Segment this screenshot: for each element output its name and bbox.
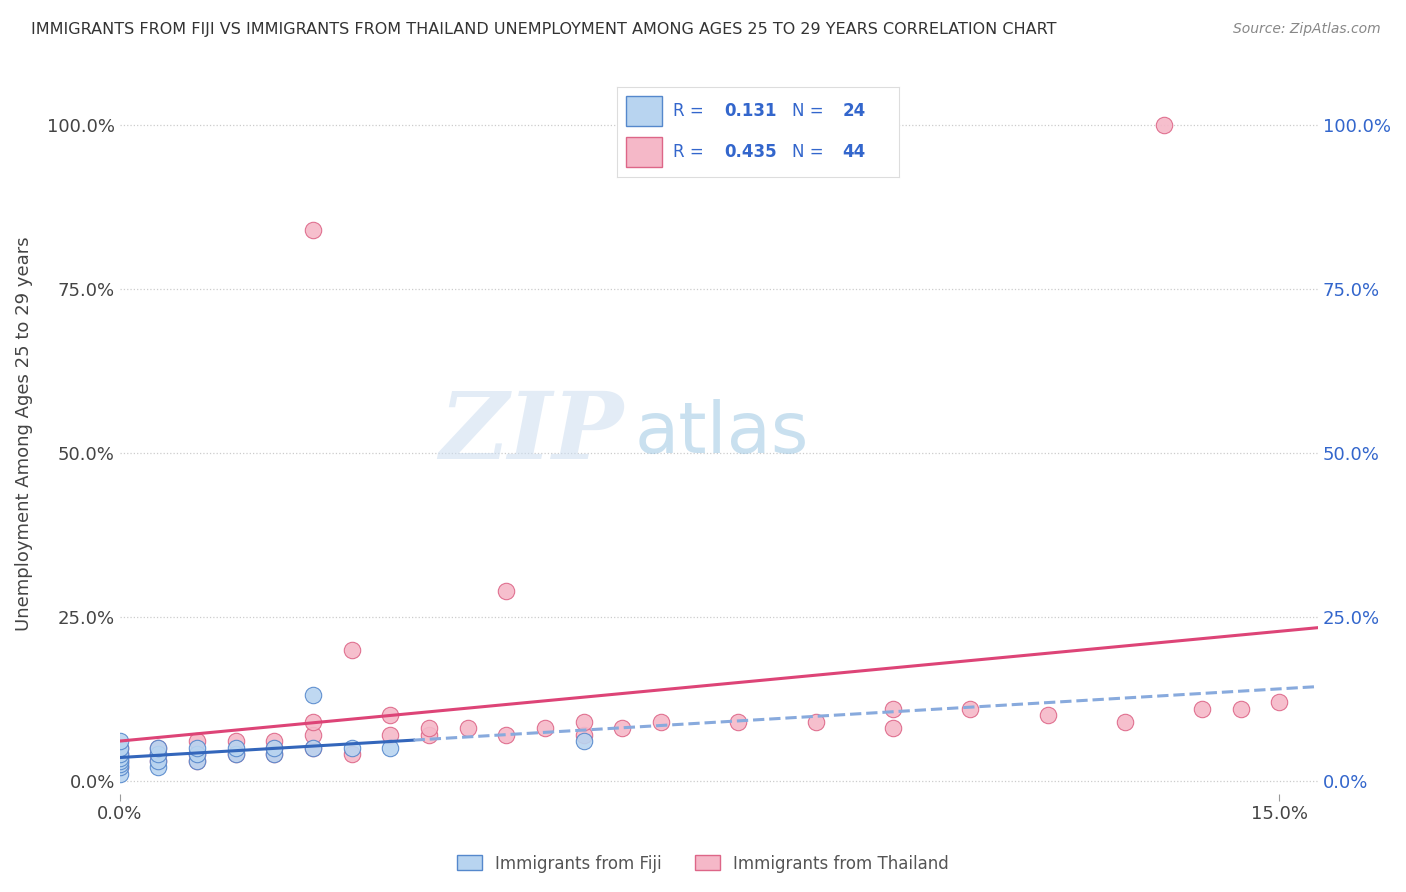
Point [1230, 701, 1253, 715]
Point [340, 747, 363, 762]
Point [380, 740, 402, 755]
Point [959, 701, 981, 715]
Point [186, 754, 208, 768]
Point [380, 728, 402, 742]
Point [1114, 714, 1136, 729]
Point [263, 734, 285, 748]
Point [186, 734, 208, 748]
Point [727, 714, 749, 729]
Point [148, 747, 170, 762]
Point [263, 747, 285, 762]
Point [340, 642, 363, 657]
Point [186, 754, 208, 768]
Point [418, 721, 440, 735]
Point [495, 728, 517, 742]
Point [148, 747, 170, 762]
Point [225, 747, 247, 762]
Point [263, 740, 285, 755]
Point [225, 734, 247, 748]
Point [1036, 708, 1059, 723]
Point [108, 747, 131, 762]
Point [457, 721, 479, 735]
Point [263, 740, 285, 755]
Y-axis label: Unemployment Among Ages 25 to 29 years: Unemployment Among Ages 25 to 29 years [15, 236, 32, 631]
Point [108, 760, 131, 774]
Text: IMMIGRANTS FROM FIJI VS IMMIGRANTS FROM THAILAND UNEMPLOYMENT AMONG AGES 25 TO 2: IMMIGRANTS FROM FIJI VS IMMIGRANTS FROM … [31, 22, 1056, 37]
Point [148, 754, 170, 768]
Point [572, 734, 595, 748]
Point [148, 760, 170, 774]
Text: atlas: atlas [636, 399, 810, 467]
Point [882, 701, 904, 715]
Point [302, 714, 325, 729]
Point [225, 740, 247, 755]
Point [302, 223, 325, 237]
Point [572, 714, 595, 729]
Point [108, 740, 131, 755]
Point [263, 747, 285, 762]
Point [650, 714, 672, 729]
Point [612, 721, 634, 735]
Point [108, 754, 131, 768]
Point [225, 747, 247, 762]
Point [148, 754, 170, 768]
Point [148, 740, 170, 755]
Point [340, 740, 363, 755]
Point [302, 689, 325, 703]
Point [108, 760, 131, 774]
Point [882, 721, 904, 735]
Point [108, 757, 131, 772]
Point [186, 747, 208, 762]
Point [1191, 701, 1213, 715]
Point [108, 734, 131, 748]
Point [148, 740, 170, 755]
Point [418, 728, 440, 742]
Point [534, 721, 557, 735]
Point [302, 728, 325, 742]
Point [1153, 119, 1175, 133]
Point [186, 740, 208, 755]
Legend: Immigrants from Fiji, Immigrants from Thailand: Immigrants from Fiji, Immigrants from Th… [450, 848, 956, 880]
Point [186, 747, 208, 762]
Point [108, 740, 131, 755]
Point [572, 728, 595, 742]
Point [302, 740, 325, 755]
Point [302, 740, 325, 755]
Point [108, 767, 131, 781]
Point [804, 714, 827, 729]
Point [108, 750, 131, 764]
Point [380, 708, 402, 723]
Point [108, 754, 131, 768]
Point [495, 583, 517, 598]
Text: ZIP: ZIP [439, 388, 623, 478]
Point [108, 747, 131, 762]
Text: Source: ZipAtlas.com: Source: ZipAtlas.com [1233, 22, 1381, 37]
Point [1268, 695, 1291, 709]
